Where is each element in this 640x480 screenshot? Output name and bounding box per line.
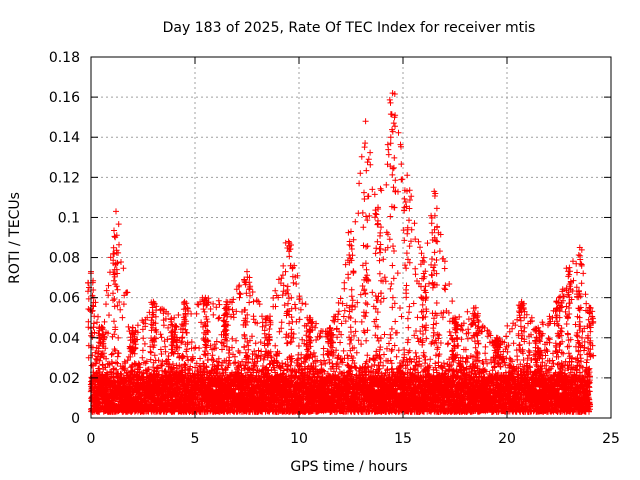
- x-tick-label: 20: [498, 431, 516, 447]
- y-tick-label: 0.02: [49, 371, 80, 387]
- x-tick-label: 25: [602, 431, 620, 447]
- data-points: [85, 90, 597, 415]
- x-tick-label: 10: [290, 431, 308, 447]
- x-axis-label: GPS time / hours: [290, 459, 407, 475]
- y-tick-label: 0.12: [49, 170, 80, 186]
- y-tick-label: 0: [71, 411, 80, 427]
- chart-title: Day 183 of 2025, Rate Of TEC Index for r…: [163, 20, 536, 36]
- axis-ticks: [90, 56, 612, 419]
- tick-labels: 0 5 10 15 20 25 0 0.02 0.04 0.06 0.08 0.1 0.12 0.14 0.…: [49, 50, 620, 447]
- x-tick-label: 15: [394, 431, 412, 447]
- y-axis-label: ROTI / TECUs: [7, 192, 23, 284]
- y-tick-label: 0.04: [49, 331, 80, 347]
- y-tick-label: 0.18: [49, 50, 80, 66]
- plot-frame: [90, 56, 612, 419]
- y-tick-label: 0.1: [58, 210, 80, 226]
- grid-lines: [91, 57, 611, 418]
- roti-point-markers: [85, 90, 597, 415]
- y-tick-label: 0.06: [49, 291, 80, 307]
- y-tick-label: 0.14: [49, 130, 80, 146]
- y-tick-label: 0.08: [49, 251, 80, 267]
- y-tick-label: 0.16: [49, 90, 80, 106]
- x-tick-label: 5: [191, 431, 200, 447]
- x-tick-label: 0: [87, 431, 96, 447]
